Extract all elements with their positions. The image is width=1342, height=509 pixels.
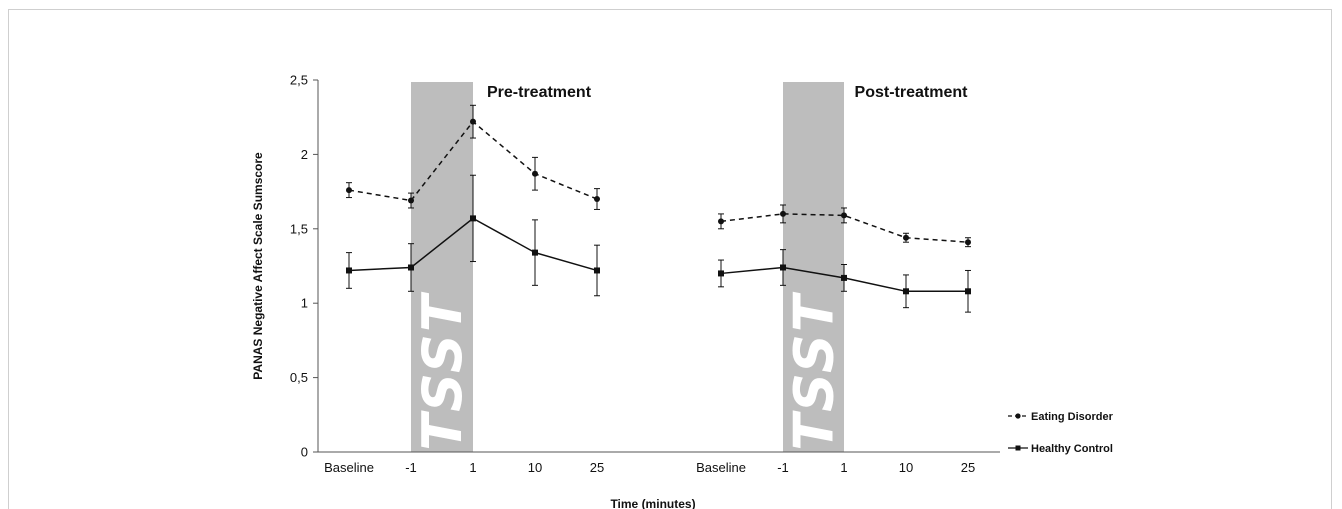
tsst-label: TSST: [411, 291, 474, 451]
x-tick-label: -1: [777, 460, 789, 475]
y-tick-label: 2,5: [290, 73, 308, 88]
y-tick-label: 0: [301, 445, 308, 460]
data-point-eating-disorder: [841, 212, 847, 219]
y-tick-label: 1,5: [290, 221, 308, 236]
data-point-healthy-control: [594, 267, 600, 274]
y-axis-title: PANAS Negative Affect Scale Sumscore: [251, 152, 265, 380]
tsst-band-pre: [411, 82, 473, 452]
data-point-eating-disorder: [470, 118, 476, 125]
series-line-eating-disorder: [720, 213, 969, 243]
legend: Eating Disorder Healthy Control: [1008, 411, 1114, 455]
data-point-healthy-control: [718, 270, 724, 277]
data-point-eating-disorder: [532, 170, 538, 177]
data-point-eating-disorder: [346, 187, 352, 194]
data-point-healthy-control: [841, 274, 847, 281]
x-tick-label: Baseline: [324, 460, 374, 475]
y-tick-label: 1: [301, 296, 308, 311]
x-tick-label: -1: [405, 460, 417, 475]
legend-item-eating-disorder: Eating Disorder: [1008, 411, 1114, 423]
x-tick-label: 1: [469, 460, 476, 475]
x-tick-label: 10: [528, 460, 542, 475]
legend-label-eating-disorder: Eating Disorder: [1031, 411, 1114, 423]
tsst-band-post: [783, 82, 844, 452]
legend-marker-square: [1015, 445, 1021, 451]
x-tick-label: 1: [840, 460, 847, 475]
x-axis-title: Time (minutes): [610, 497, 695, 509]
x-tick-label: Baseline: [696, 460, 746, 475]
data-point-healthy-control: [470, 215, 476, 222]
legend-marker-circle: [1015, 413, 1021, 419]
data-point-eating-disorder: [594, 196, 600, 203]
x-tick-label: 25: [961, 460, 975, 475]
y-tick-label: 0,5: [290, 370, 308, 385]
legend-label-healthy-control: Healthy Control: [1031, 443, 1113, 455]
y-tick-label: 2: [301, 147, 308, 162]
x-tick-label: 10: [899, 460, 913, 475]
data-point-eating-disorder: [780, 210, 786, 217]
data-point-eating-disorder: [718, 218, 724, 225]
figure-frame: [8, 9, 1332, 509]
panel-title-post: Post-treatment: [855, 84, 969, 101]
x-tick-label: 25: [590, 460, 604, 475]
panel-title-pre: Pre-treatment: [487, 84, 592, 101]
data-point-healthy-control: [903, 288, 909, 295]
data-point-eating-disorder: [903, 234, 909, 241]
data-point-healthy-control: [965, 288, 971, 295]
data-point-healthy-control: [346, 267, 352, 274]
data-point-eating-disorder: [408, 197, 414, 204]
tsst-label: TSST: [783, 291, 846, 451]
data-point-healthy-control: [532, 249, 538, 256]
data-point-healthy-control: [408, 264, 414, 271]
data-point-healthy-control: [780, 264, 786, 271]
data-point-eating-disorder: [965, 239, 971, 246]
legend-item-healthy-control: Healthy Control: [1008, 443, 1113, 455]
